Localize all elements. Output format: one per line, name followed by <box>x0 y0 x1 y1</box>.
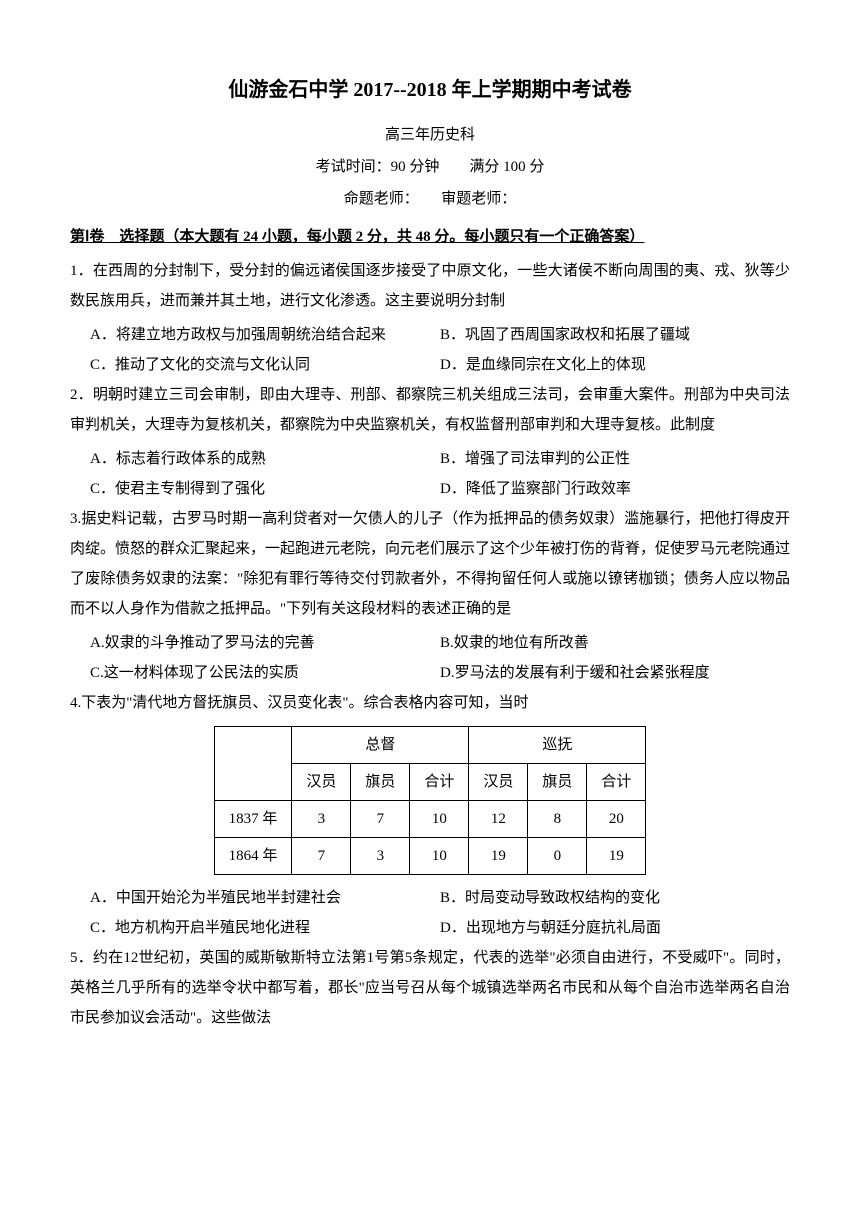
table-sub-heji1: 合计 <box>410 764 469 801</box>
teacher-line: 命题老师： 审题老师： <box>70 184 790 214</box>
table-corner <box>214 727 292 801</box>
q2-option-c: C．使君主专制得到了强化 <box>90 474 440 504</box>
q3-option-d: D.罗马法的发展有利于缓和社会紧张程度 <box>440 658 790 688</box>
q4-option-b: B．时局变动导致政权结构的变化 <box>440 883 790 913</box>
table-sub-qi2: 旗员 <box>528 764 587 801</box>
table-sub-han2: 汉员 <box>469 764 528 801</box>
q1-option-b: B．巩固了西周国家政权和拓展了疆域 <box>440 320 790 350</box>
table-header-zongdu: 总督 <box>292 727 469 764</box>
q4-option-a: A．中国开始沦为半殖民地半封建社会 <box>90 883 440 913</box>
table-sub-han1: 汉员 <box>292 764 351 801</box>
q1-option-a: A．将建立地方政权与加强周朝统治结合起来 <box>90 320 440 350</box>
q2-option-a: A．标志着行政体系的成熟 <box>90 444 440 474</box>
q2-option-b: B．增强了司法审判的公正性 <box>440 444 790 474</box>
subject-line: 高三年历史科 <box>70 120 790 150</box>
table-cell: 20 <box>587 801 646 838</box>
table-cell: 0 <box>528 838 587 875</box>
q3-option-a: A.奴隶的斗争推动了罗马法的完善 <box>90 628 440 658</box>
question-3-options: A.奴隶的斗争推动了罗马法的完善 B.奴隶的地位有所改善 C.这一材料体现了公民… <box>90 628 790 688</box>
section1-header: 第Ⅰ卷 选择题（本大题有 24 小题，每小题 2 分，共 48 分。每小题只有一… <box>70 222 790 252</box>
table-cell: 8 <box>528 801 587 838</box>
q1-option-c: C．推动了文化的交流与文化认同 <box>90 350 440 380</box>
table-cell: 3 <box>351 838 410 875</box>
table-cell: 19 <box>587 838 646 875</box>
question-1-options: A．将建立地方政权与加强周朝统治结合起来 B．巩固了西周国家政权和拓展了疆域 C… <box>90 320 790 380</box>
q4-table: 总督 巡抚 汉员 旗员 合计 汉员 旗员 合计 1837 年 3 7 10 12… <box>214 726 647 875</box>
table-cell: 7 <box>351 801 410 838</box>
table-cell: 12 <box>469 801 528 838</box>
q3-option-c: C.这一材料体现了公民法的实质 <box>90 658 440 688</box>
q4-option-d: D．出现地方与朝廷分庭抗礼局面 <box>440 913 790 943</box>
question-4-text: 4.下表为"清代地方督抚旗员、汉员变化表"。综合表格内容可知，当时 <box>70 688 790 718</box>
table-cell: 10 <box>410 838 469 875</box>
table-row2-year: 1864 年 <box>214 838 292 875</box>
question-2-options: A．标志着行政体系的成熟 B．增强了司法审判的公正性 C．使君主专制得到了强化 … <box>90 444 790 504</box>
table-header-xunfu: 巡抚 <box>469 727 646 764</box>
question-2-text: 2．明朝时建立三司会审制，即由大理寺、刑部、都察院三机关组成三法司，会审重大案件… <box>70 380 790 440</box>
table-cell: 19 <box>469 838 528 875</box>
question-5-text: 5．约在12世纪初，英国的威斯敏斯特立法第1号第5条规定，代表的选举"必须自由进… <box>70 943 790 1033</box>
table-row1-year: 1837 年 <box>214 801 292 838</box>
table-cell: 3 <box>292 801 351 838</box>
q4-option-c: C．地方机构开启半殖民地化进程 <box>90 913 440 943</box>
question-4-options: A．中国开始沦为半殖民地半封建社会 B．时局变动导致政权结构的变化 C．地方机构… <box>90 883 790 943</box>
q3-option-b: B.奴隶的地位有所改善 <box>440 628 790 658</box>
table-sub-heji2: 合计 <box>587 764 646 801</box>
question-1-text: 1．在西周的分封制下，受分封的偏远诸侯国逐步接受了中原文化，一些大诸侯不断向周围… <box>70 256 790 316</box>
time-score-line: 考试时间：90 分钟 满分 100 分 <box>70 152 790 182</box>
table-sub-qi1: 旗员 <box>351 764 410 801</box>
q2-option-d: D．降低了监察部门行政效率 <box>440 474 790 504</box>
q1-option-d: D．是血缘同宗在文化上的体现 <box>440 350 790 380</box>
question-3-text: 3.据史料记载，古罗马时期一高利贷者对一欠债人的儿子（作为抵押品的债务奴隶）滥施… <box>70 504 790 624</box>
table-cell: 7 <box>292 838 351 875</box>
exam-title: 仙游金石中学 2017--2018 年上学期期中考试卷 <box>70 70 790 110</box>
table-cell: 10 <box>410 801 469 838</box>
